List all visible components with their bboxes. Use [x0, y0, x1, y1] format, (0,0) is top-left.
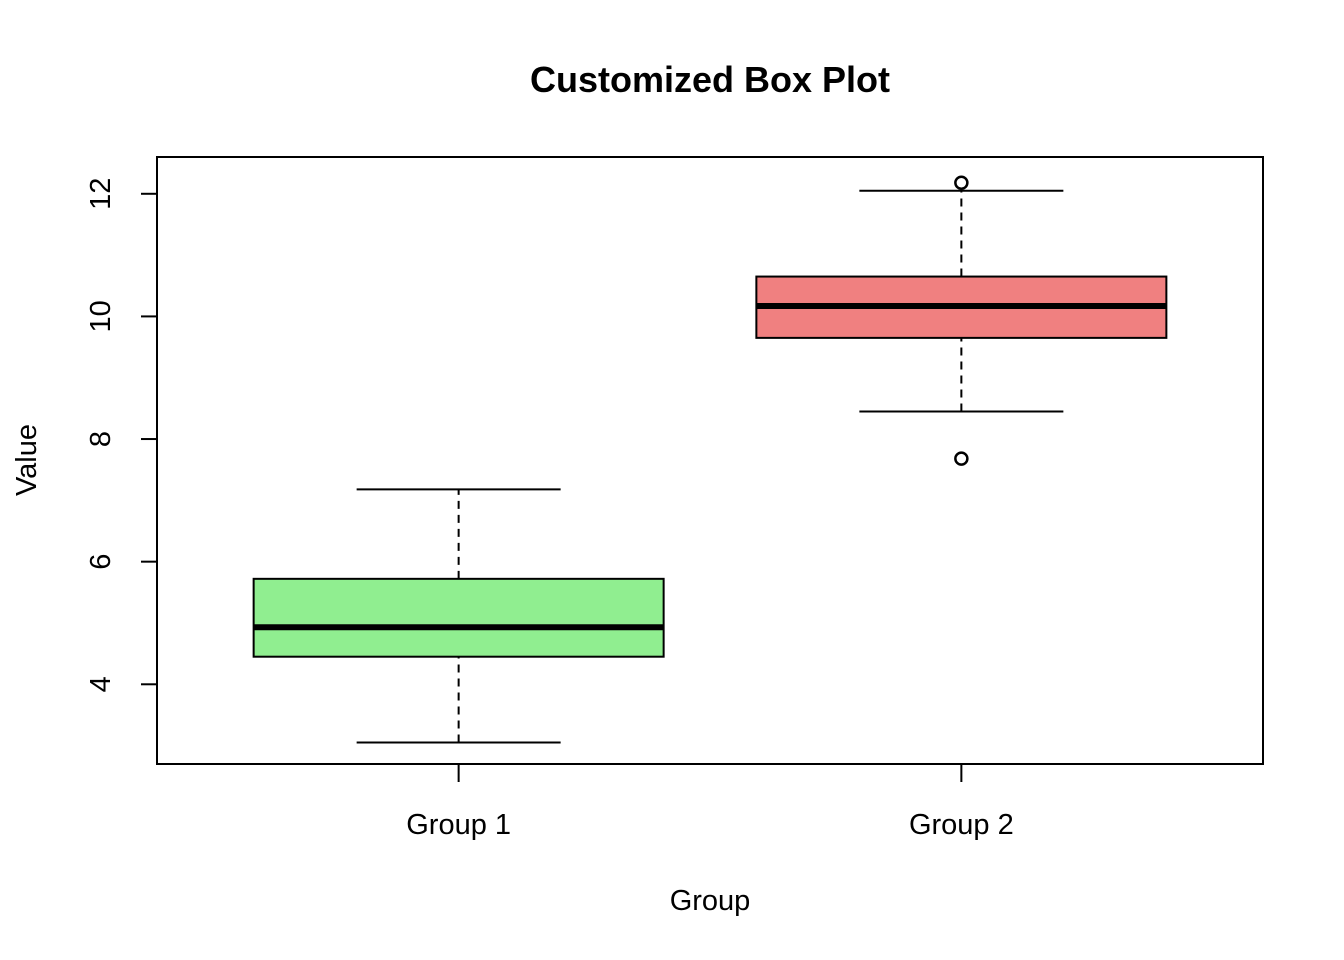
box-1	[252, 488, 665, 744]
box-2	[755, 175, 1168, 466]
y-tick-label: 12	[85, 178, 117, 210]
chart-title: Customized Box Plot	[530, 59, 890, 100]
y-tick-label: 10	[85, 300, 117, 332]
y-tick-label: 8	[85, 431, 117, 447]
y-axis-title: Value	[11, 424, 43, 496]
boxes	[252, 175, 1168, 744]
x-tick-label: Group 2	[909, 809, 1014, 841]
outlier-point	[954, 451, 969, 466]
y-axis: 4 6 8 10 12	[85, 178, 158, 692]
outlier-point	[954, 175, 969, 191]
box-iqr	[252, 577, 665, 658]
plot-frame	[156, 156, 1264, 765]
y-tick-label: 4	[85, 676, 117, 692]
x-axis: Group 1 Group 2	[406, 764, 1014, 841]
x-tick-label: Group 1	[406, 809, 511, 841]
x-axis-title: Group	[670, 885, 751, 917]
y-tick-label: 6	[85, 554, 117, 570]
